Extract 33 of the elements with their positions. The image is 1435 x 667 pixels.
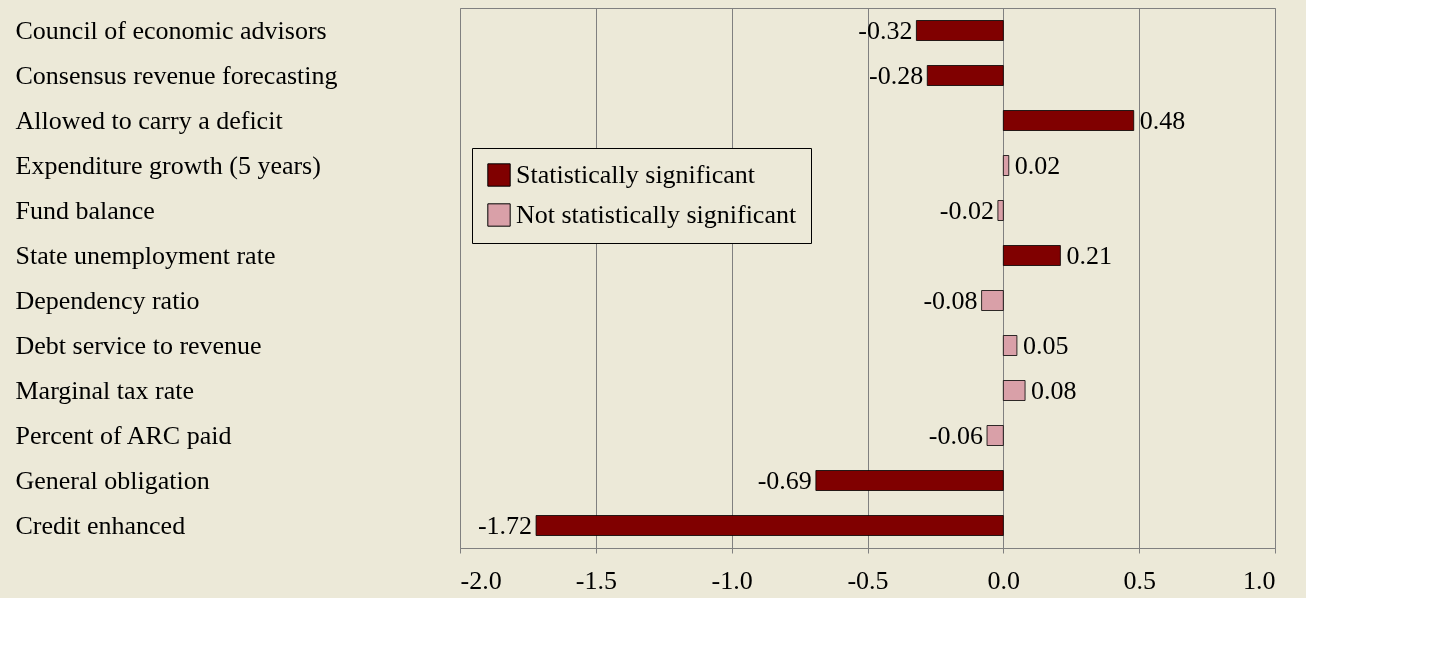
x-tick-label: 0.0	[987, 565, 1021, 595]
y-tick-label: Debt service to revenue	[15, 330, 262, 360]
data-label: 0.02	[1014, 150, 1061, 180]
data-label: -0.06	[928, 420, 984, 450]
x-tick-label: -1.0	[711, 565, 753, 595]
y-tick-label: Expenditure growth (5 years)	[15, 150, 321, 180]
y-tick-label: Marginal tax rate	[15, 375, 195, 405]
legend-label: Not statistically significant	[516, 200, 797, 229]
y-tick-label: Credit enhanced	[15, 510, 186, 540]
y-tick-label: Council of economic advisors	[15, 15, 327, 45]
y-tick-label: Allowed to carry a deficit	[15, 105, 284, 135]
data-label: -0.28	[869, 60, 924, 90]
y-tick-label: General obligation	[15, 465, 210, 495]
data-label: 0.05	[1022, 330, 1069, 360]
y-tick-label: Dependency ratio	[15, 285, 200, 315]
data-label: 0.21	[1066, 240, 1112, 270]
x-tick-label: -1.5	[575, 565, 617, 595]
data-label: -1.72	[477, 510, 533, 540]
y-tick-label: Consensus revenue forecasting	[15, 60, 338, 90]
data-label: -0.32	[858, 15, 913, 45]
data-label: -0.02	[939, 195, 994, 225]
x-tick-label: -0.5	[847, 565, 889, 595]
data-label: 0.48	[1139, 105, 1186, 135]
data-label: 0.08	[1031, 375, 1077, 405]
y-tick-label: Percent of ARC paid	[15, 420, 232, 450]
data-label: -0.69	[757, 465, 812, 495]
y-tick-label: State unemployment rate	[15, 240, 276, 270]
legend-label: Statistically significant	[516, 160, 756, 189]
x-tick-label: 1.0	[1243, 565, 1276, 595]
x-tick-label: 0.5	[1123, 565, 1156, 595]
x-tick-label: -2.0	[460, 565, 502, 595]
y-tick-label: Fund balance	[15, 195, 155, 225]
data-label: -0.08	[923, 285, 978, 315]
